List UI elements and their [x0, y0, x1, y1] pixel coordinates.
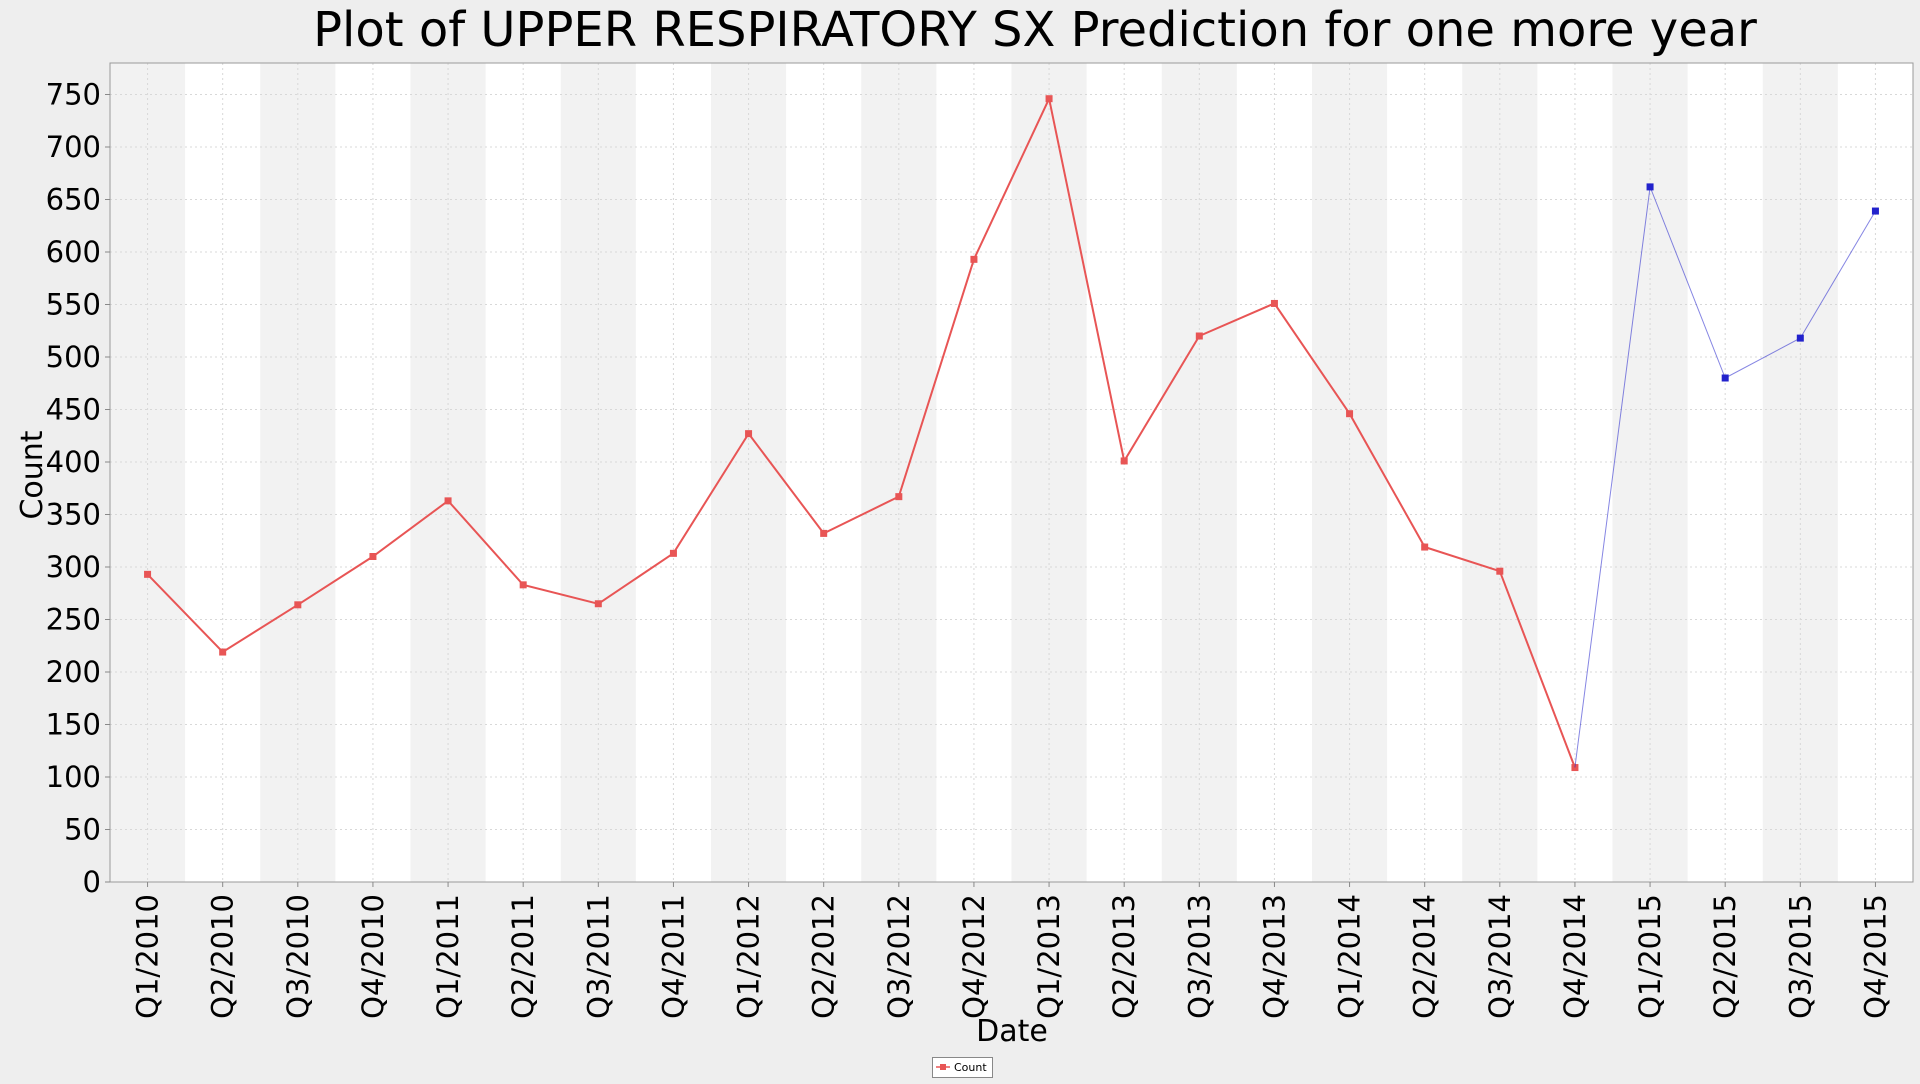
y-tick-label: 750 — [46, 78, 101, 112]
data-point — [1270, 299, 1278, 307]
grid-lines — [110, 63, 1913, 883]
data-point — [1496, 567, 1504, 575]
data-point — [1346, 410, 1354, 418]
legend-box — [932, 1057, 993, 1078]
data-point — [1120, 457, 1128, 465]
y-tick-label: 500 — [46, 340, 101, 374]
x-axis-label: Date — [976, 1014, 1048, 1049]
x-tick-label: Q3/2010 — [281, 894, 315, 1019]
y-tick-label: 400 — [46, 445, 101, 479]
y-tick-label: 100 — [46, 760, 101, 794]
plot-frame — [109, 62, 1914, 883]
x-tick-label: Q1/2012 — [732, 894, 766, 1019]
x-tick-label: Q4/2012 — [957, 894, 991, 1019]
y-axis-label: Count — [15, 430, 50, 519]
x-axis-ticks: Q1/2010 Q2/2010 Q3/2010 Q4/2010 Q1/2011 Q2/20… — [131, 882, 1892, 1019]
y-tick-label: 200 — [46, 655, 101, 689]
legend-label: Count — [954, 1061, 987, 1074]
x-tick-label: Q3/2013 — [1182, 894, 1216, 1019]
data-point — [1871, 207, 1879, 215]
y-tick-label: 450 — [46, 393, 101, 427]
x-tick-label: Q1/2013 — [1032, 894, 1066, 1019]
x-tick-label: Q3/2015 — [1783, 894, 1817, 1019]
x-tick-label: Q3/2014 — [1483, 894, 1517, 1019]
series-line — [146, 95, 1576, 768]
data-point — [1571, 764, 1579, 772]
data-point — [1045, 95, 1053, 103]
x-tick-label: Q2/2011 — [506, 894, 540, 1019]
x-tick-label: Q1/2011 — [431, 894, 465, 1019]
x-tick-label: Q3/2011 — [581, 894, 615, 1019]
x-tick-label: Q2/2014 — [1408, 894, 1442, 1019]
data-point — [1195, 332, 1203, 340]
data-point — [594, 600, 602, 608]
legend: Count — [932, 1057, 993, 1078]
x-tick-label: Q4/2010 — [356, 894, 390, 1019]
y-tick-label: 600 — [46, 235, 101, 269]
data-point — [519, 581, 527, 589]
data-point — [970, 255, 978, 263]
y-axis-ticks: 0 50 100 150 200 250 300 350 400 450 500 550 600 650 7… — [46, 78, 110, 899]
data-point — [219, 648, 227, 656]
y-tick-label: 650 — [46, 183, 101, 217]
y-tick-label: 0 — [83, 865, 101, 899]
series-2 — [1574, 183, 1879, 768]
data-point — [1721, 374, 1729, 382]
data-point — [369, 553, 377, 560]
x-tick-label: Q2/2010 — [206, 894, 240, 1019]
series-1 — [144, 95, 1579, 772]
x-tick-label: Q4/2013 — [1257, 894, 1291, 1019]
data-point — [1421, 543, 1429, 551]
data-point — [669, 549, 677, 557]
data-point — [294, 601, 302, 609]
x-tick-label: Q3/2012 — [882, 894, 916, 1019]
data-point — [1646, 183, 1654, 191]
x-tick-label: Q2/2012 — [807, 894, 841, 1019]
data-point — [820, 529, 828, 537]
x-tick-label: Q1/2010 — [131, 894, 165, 1019]
y-tick-label: 50 — [64, 813, 101, 847]
x-tick-label: Q2/2013 — [1107, 894, 1141, 1019]
data-point — [1796, 334, 1804, 342]
x-tick-label: Q4/2014 — [1558, 894, 1592, 1019]
data-point — [895, 493, 903, 501]
y-tick-label: 300 — [46, 550, 101, 584]
data-point — [144, 570, 152, 578]
data-point — [745, 430, 753, 438]
y-tick-label: 150 — [46, 708, 101, 742]
y-tick-label: 700 — [46, 130, 101, 164]
x-tick-label: Q4/2015 — [1858, 894, 1892, 1019]
legend-marker — [940, 1064, 946, 1070]
y-tick-label: 250 — [46, 603, 101, 637]
category-bands — [110, 63, 1913, 882]
x-tick-label: Q1/2014 — [1333, 894, 1367, 1019]
chart-title: Plot of UPPER RESPIRATORY SX Prediction … — [313, 2, 1757, 58]
series-layer — [144, 95, 1879, 772]
x-tick-label: Q4/2011 — [656, 894, 690, 1019]
x-tick-label: Q1/2015 — [1633, 894, 1667, 1019]
y-tick-label: 550 — [46, 288, 101, 322]
y-tick-label: 350 — [46, 498, 101, 532]
data-point — [444, 497, 452, 505]
x-tick-label: Q2/2015 — [1708, 894, 1742, 1019]
